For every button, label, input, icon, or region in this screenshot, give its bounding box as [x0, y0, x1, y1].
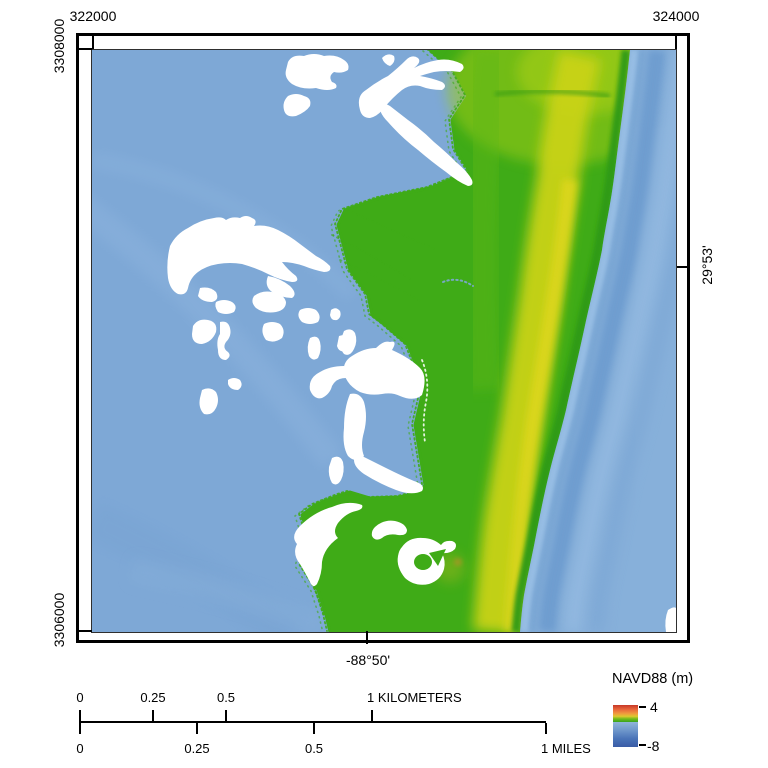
scale-bar-tick — [225, 710, 227, 721]
axis-label-easting-left: 322000 — [69, 8, 117, 24]
c-blob-hole — [414, 554, 432, 570]
elevation-colorbar — [613, 705, 638, 747]
nodata-blob — [198, 287, 218, 302]
scale-bar-tick — [196, 723, 198, 734]
map-inner-border — [91, 49, 677, 633]
legend-title: NAVD88 (m) — [612, 671, 694, 687]
scale-bar-tick — [79, 710, 81, 721]
scale-bar-tick-label: 1 KILOMETERS — [367, 690, 462, 705]
scale-bar-tick-label: 1 MILES — [541, 741, 591, 756]
dune-ridge-crest — [504, 179, 578, 632]
axis-label-northing-top: 3308000 — [51, 18, 67, 74]
scale-bar-tick — [79, 723, 81, 734]
frame-tick-top-left — [92, 36, 94, 49]
map-canvas — [92, 50, 676, 632]
nodata-blob — [358, 56, 464, 118]
nodata-blob — [330, 308, 341, 321]
axis-label-northing-bottom: 3306000 — [51, 592, 67, 648]
nodata-blob — [371, 520, 407, 540]
frame-tick-left-bottom — [79, 630, 92, 632]
axis-label-longitude: -88°50' — [345, 652, 391, 668]
nodata-blob — [283, 94, 311, 117]
nodata-blob — [285, 54, 349, 90]
scale-bar-tick-label: 0 — [76, 741, 84, 756]
dark-green-wisp — [494, 89, 611, 98]
nodata-blob — [354, 454, 423, 494]
scale-bar-tick — [545, 723, 547, 734]
nodata-blob — [192, 319, 217, 344]
nodata-blob — [167, 216, 331, 295]
dune-ridge — [473, 50, 601, 632]
frame-tick-bottom — [366, 631, 368, 644]
boundary-speckles — [294, 50, 474, 632]
nodata-blob — [252, 291, 286, 313]
scale-bar-tick-label: 0.25 — [184, 741, 210, 756]
frame-tick-top-right — [675, 36, 677, 49]
nodata-blob — [298, 308, 320, 324]
axis-label-easting-right: 324000 — [652, 8, 700, 24]
scale-bar-tick — [313, 723, 315, 734]
nodata-blob — [337, 335, 351, 352]
nodata-blob — [294, 502, 363, 587]
nodata-blob — [307, 336, 321, 360]
colorbar-tick-min — [639, 744, 646, 746]
nodata-blob — [343, 341, 425, 399]
colorbar-max-label: 4 — [650, 699, 658, 715]
scale-bar-line — [79, 721, 546, 723]
nodata-blob — [343, 393, 366, 460]
frame-tick-left-top — [79, 48, 92, 50]
scale-bar-tick-label: 0.5 — [304, 741, 324, 756]
nodata-blob — [309, 366, 348, 399]
nodata-blob — [380, 104, 473, 186]
scale-bar-tick — [371, 710, 373, 721]
colorbar-min-label: -8 — [647, 738, 660, 754]
nodata-blob — [262, 322, 284, 342]
mid-light-band — [462, 50, 510, 391]
scale-bar-tick-label: 0 — [76, 690, 84, 705]
frame-tick-right — [677, 266, 690, 268]
nodata-blob — [199, 388, 218, 415]
nodata-blob — [217, 321, 231, 360]
c-blob-opening — [429, 549, 446, 566]
axis-label-latitude: 29°53' — [699, 245, 715, 285]
map-outer-frame — [76, 33, 690, 643]
scale-bar-tick-label: 0.5 — [216, 690, 236, 705]
nodata-blob — [228, 378, 242, 390]
scale-bar-tick — [152, 710, 154, 721]
nodata-patches — [167, 54, 676, 632]
nodata-blob — [382, 54, 395, 66]
nodata-blob — [328, 456, 344, 485]
nodata-blob — [215, 300, 236, 314]
nodata-blob — [665, 607, 676, 632]
orange-fleck — [454, 558, 462, 566]
colorbar-tick-max — [639, 706, 646, 708]
scale-bar-tick-label: 0.25 — [140, 690, 166, 705]
